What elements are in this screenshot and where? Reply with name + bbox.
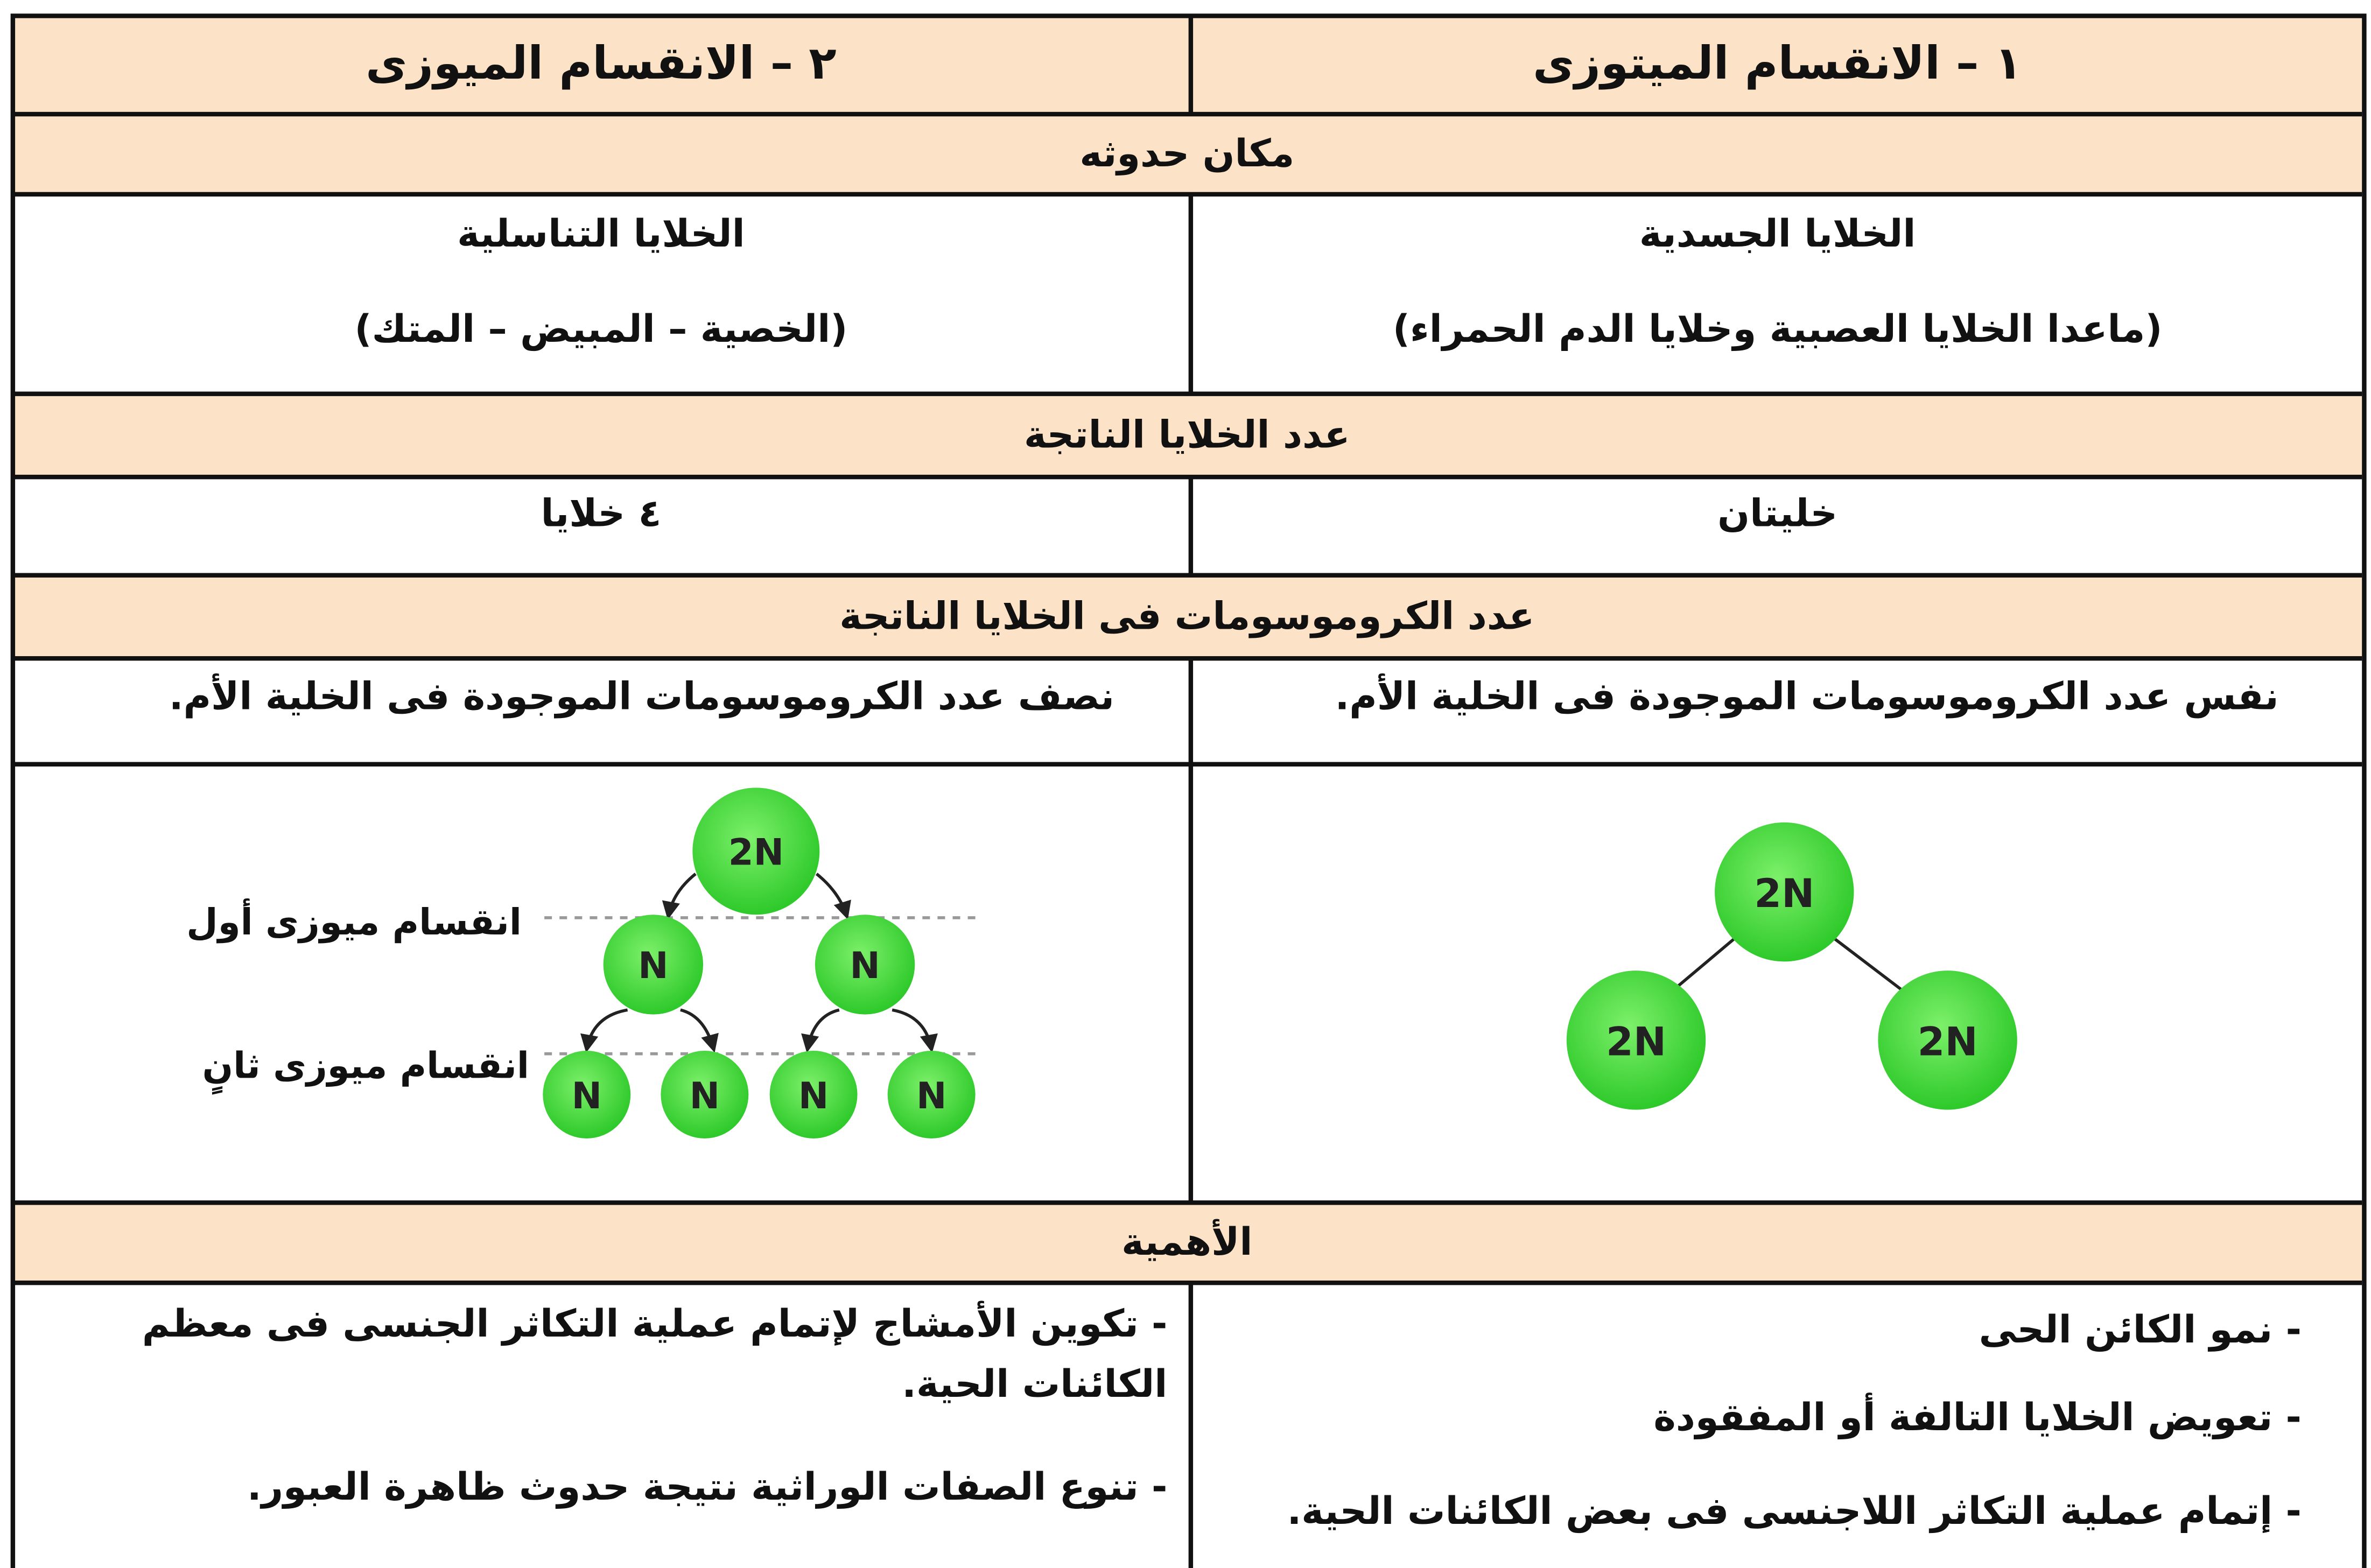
column-line (1188, 476, 1194, 575)
row-line (12, 1200, 2362, 1205)
arrow (801, 1008, 840, 1053)
connector (1832, 936, 1904, 992)
column-line (1188, 193, 1194, 393)
cell-label: 2N (1606, 1019, 1666, 1065)
cell-text: نصف عدد الكروموسومات الموجودة فى الخلية … (169, 674, 1115, 719)
arrow (815, 873, 851, 920)
cell-label: 2N (1754, 871, 1814, 917)
cell (543, 1051, 631, 1138)
column-line (1188, 15, 1194, 114)
arrow (892, 1008, 938, 1053)
bullet: - تنوع الصفات الوراثية نتيجة حدوث ظاهرة … (247, 1465, 1168, 1509)
row-line (12, 192, 2362, 197)
arrow (580, 1008, 628, 1053)
bullet: - تكوين الأمشاج لإتمام عملية التكاثر الج… (142, 1302, 1168, 1407)
stage-label: انقسام ميوزى أول (186, 901, 522, 944)
arrow (680, 1008, 719, 1053)
connector (1677, 936, 1737, 987)
section-title: مكان حدوثه (1079, 131, 1295, 175)
section-title: الأهمية (1121, 1220, 1253, 1264)
cell-label: N (572, 1074, 602, 1117)
arrow (662, 873, 697, 920)
cell-label: 2N (1918, 1019, 1978, 1065)
cell-label: N (916, 1074, 946, 1117)
column-line (1188, 1282, 1194, 1568)
cell-label: N (798, 1074, 829, 1117)
cell (603, 915, 704, 1015)
cell (1878, 971, 2017, 1110)
cell (692, 787, 820, 915)
row-line (12, 573, 2362, 578)
cell-text: (الخصية – المبيض – المتك) (354, 307, 848, 351)
column-header: ١ – الانقسام الميتوزى (1533, 38, 2023, 91)
cell (815, 915, 915, 1015)
bullet: - تعويض الخلايا التالفة أو المفقودة (1653, 1395, 2302, 1439)
section-title: عدد الكروموسومات فى الخلايا الناتجة (839, 594, 1535, 638)
column-line (1188, 657, 1194, 1202)
cell-text: الخلايا التناسلية (457, 212, 745, 256)
bullet: - إتمام عملية التكاثر اللاجنسى فى بعض ال… (1287, 1489, 2302, 1534)
section-band (12, 1201, 2362, 1282)
stage-label: انقسام ميوزى ثانٍ (202, 1044, 530, 1087)
cell-text: نفس عدد الكروموسومات الموجودة فى الخلية … (1335, 674, 2279, 719)
cell-text: ٤ خلايا (541, 491, 662, 536)
row-line (12, 656, 2362, 661)
row-line (12, 111, 2362, 117)
row-line (12, 474, 2362, 480)
cell (1715, 822, 1854, 962)
column-header: ٢ – الانقسام الميوزى (366, 38, 837, 91)
row-line (12, 762, 2362, 767)
cell-text: (ماعدا الخلايا العصبية وخلايا الدم الحمر… (1392, 307, 2163, 351)
cell (887, 1051, 976, 1138)
section-title: عدد الخلايا الناتجة (1024, 412, 1350, 457)
section-band (12, 393, 2362, 476)
cell-label: N (850, 944, 880, 987)
row-line (12, 1280, 2362, 1285)
section-band (12, 113, 2362, 194)
cell (661, 1051, 749, 1138)
header-band (12, 15, 2362, 114)
row-line (12, 391, 2362, 396)
bullet: - نمو الكائن الحى (1979, 1307, 2302, 1352)
cell-text: خليتان (1717, 491, 1838, 536)
cell-label: N (638, 944, 668, 987)
section-band (12, 574, 2362, 658)
cell (769, 1051, 858, 1138)
cell-label: 2N (728, 831, 784, 874)
cell-text: الخلايا الجسدية (1639, 212, 1916, 256)
cell-label: N (690, 1074, 720, 1117)
cell (1566, 971, 1706, 1110)
